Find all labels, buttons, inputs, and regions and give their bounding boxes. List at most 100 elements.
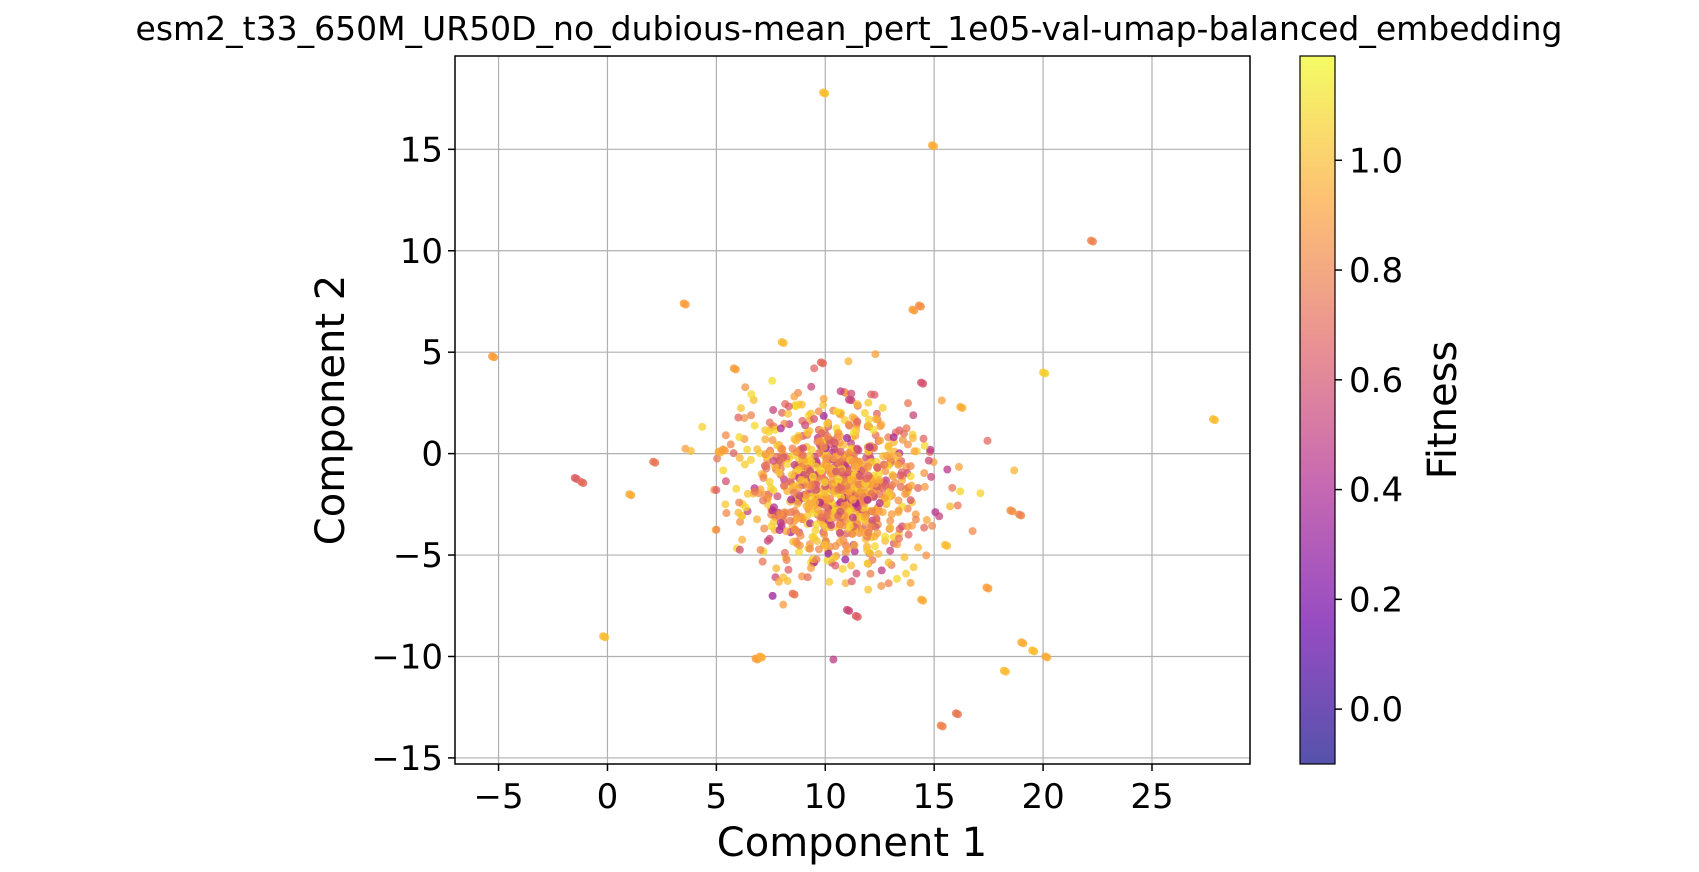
data-point: [803, 482, 812, 491]
data-point: [1210, 416, 1219, 425]
data-point: [852, 569, 861, 578]
data-point: [736, 404, 745, 413]
data-point: [769, 486, 778, 495]
data-point: [681, 300, 690, 309]
data-point: [774, 577, 783, 586]
data-point: [758, 557, 767, 566]
points-layer: [488, 88, 1219, 731]
data-point: [884, 488, 893, 497]
data-point: [734, 413, 743, 422]
data-point: [935, 512, 944, 521]
data-point: [911, 515, 920, 524]
data-point: [862, 474, 871, 483]
data-point: [922, 516, 931, 525]
data-point: [916, 302, 925, 311]
data-point: [1019, 639, 1028, 648]
data-point: [740, 413, 749, 422]
data-point: [846, 475, 855, 484]
plot-frame: [454, 55, 1251, 765]
data-point: [841, 579, 850, 588]
x-tick-label: 15: [913, 777, 956, 817]
data-point: [910, 447, 919, 456]
data-point: [803, 511, 812, 520]
data-point: [880, 493, 889, 502]
data-point: [1089, 237, 1097, 246]
data-point: [853, 444, 862, 453]
data-point: [769, 405, 778, 414]
data-point: [824, 463, 833, 472]
data-point: [820, 478, 829, 487]
data-point: [579, 479, 588, 488]
data-point: [601, 633, 610, 642]
data-point: [801, 491, 810, 500]
data-point: [760, 490, 769, 499]
data-point: [768, 591, 777, 600]
data-point: [946, 502, 955, 511]
data-point: [927, 472, 936, 481]
data-point: [741, 383, 750, 392]
data-point: [787, 495, 796, 504]
colorbar-tick-label: 0.6: [1349, 361, 1403, 401]
data-point: [783, 577, 792, 586]
data-point: [844, 395, 853, 404]
data-point: [740, 460, 749, 469]
data-point: [924, 456, 933, 465]
data-point: [823, 419, 832, 428]
data-point: [735, 453, 744, 462]
data-point: [844, 449, 853, 458]
data-point: [896, 483, 905, 492]
data-point: [920, 441, 929, 450]
data-point: [820, 530, 829, 539]
data-point: [803, 428, 812, 437]
data-point: [729, 449, 738, 458]
data-point: [1017, 511, 1026, 520]
data-point: [904, 399, 913, 408]
data-point: [887, 510, 896, 519]
data-point: [886, 516, 895, 525]
data-point: [968, 527, 977, 536]
data-point: [823, 432, 832, 441]
data-point: [797, 400, 806, 409]
colorbar-tick-label: 0.8: [1349, 251, 1403, 291]
data-point: [776, 518, 785, 527]
data-point: [813, 505, 822, 514]
colorbar-tick-label: 0.0: [1349, 690, 1403, 730]
y-tick-label: 15: [400, 130, 443, 170]
data-point: [896, 471, 905, 480]
data-point: [743, 489, 752, 498]
data-point: [810, 364, 819, 373]
data-point: [818, 359, 827, 368]
y-axis-label: Component 2: [308, 275, 354, 545]
data-point: [849, 427, 858, 436]
data-point: [778, 444, 787, 453]
data-point: [928, 521, 937, 530]
colorbar-ticks: 0.0 0.2 0.4 0.6 0.8 1.0: [1335, 141, 1403, 730]
data-point: [817, 467, 826, 476]
data-point: [736, 517, 745, 526]
data-point: [869, 426, 878, 435]
data-point: [773, 492, 782, 501]
data-point: [805, 544, 814, 553]
data-point: [876, 422, 885, 431]
grid-layer: [455, 56, 1250, 764]
data-point: [819, 394, 828, 403]
data-point: [686, 446, 695, 455]
data-point: [867, 507, 876, 516]
data-point: [879, 452, 888, 461]
data-point: [864, 415, 873, 424]
data-point: [792, 514, 801, 523]
colorbar-tick-label: 0.2: [1349, 580, 1403, 620]
data-point: [919, 434, 928, 443]
data-point: [886, 546, 895, 555]
data-point: [906, 472, 915, 481]
data-point: [772, 564, 781, 573]
data-point: [866, 549, 875, 558]
data-point: [836, 457, 845, 466]
data-point: [847, 577, 856, 586]
data-point: [1008, 507, 1017, 516]
data-point: [830, 438, 839, 447]
data-point: [792, 436, 801, 445]
data-point: [845, 521, 854, 530]
data-point: [698, 422, 707, 431]
